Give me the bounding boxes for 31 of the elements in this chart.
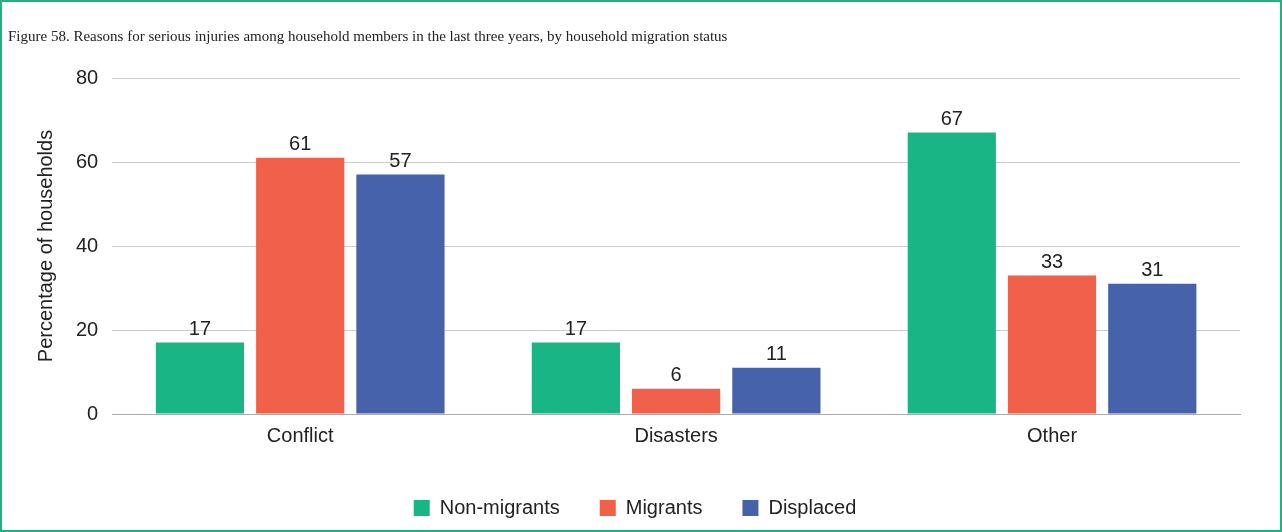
data-label: 6 — [670, 363, 682, 386]
data-label: 17 — [564, 317, 587, 340]
bar — [531, 342, 620, 414]
bar — [356, 174, 445, 414]
y-tick-label: 80 — [76, 65, 99, 88]
y-tick-label: 40 — [76, 233, 99, 256]
legend-label: Migrants — [625, 495, 703, 518]
y-tick-label: 0 — [87, 401, 99, 424]
bar — [155, 342, 245, 414]
bar — [732, 367, 821, 414]
y-tick-label: 60 — [76, 149, 99, 172]
bar — [1108, 283, 1197, 414]
data-label: 57 — [389, 149, 412, 172]
data-label: 33 — [1040, 249, 1064, 272]
data-label: 31 — [1141, 258, 1164, 281]
y-tick-label: 20 — [76, 317, 99, 340]
x-tick-label: Disasters — [634, 423, 718, 446]
x-tick-label: Other — [1027, 423, 1078, 446]
legend-label: Displaced — [768, 495, 857, 518]
y-axis-title: Percentage of households — [33, 129, 56, 363]
data-label: 67 — [940, 107, 963, 130]
bar — [1007, 275, 1097, 414]
data-label: 11 — [765, 342, 787, 365]
x-tick-label: Conflict — [266, 423, 334, 446]
bar — [256, 157, 345, 414]
chart-title: Figure 58. Reasons for serious injuries among household members in the last three years, by household migration status — [8, 28, 728, 45]
bar — [907, 132, 996, 414]
data-label: 61 — [289, 132, 312, 155]
legend-label: Non-migrants — [439, 495, 560, 518]
bar — [632, 388, 721, 414]
data-label: 17 — [188, 317, 212, 340]
